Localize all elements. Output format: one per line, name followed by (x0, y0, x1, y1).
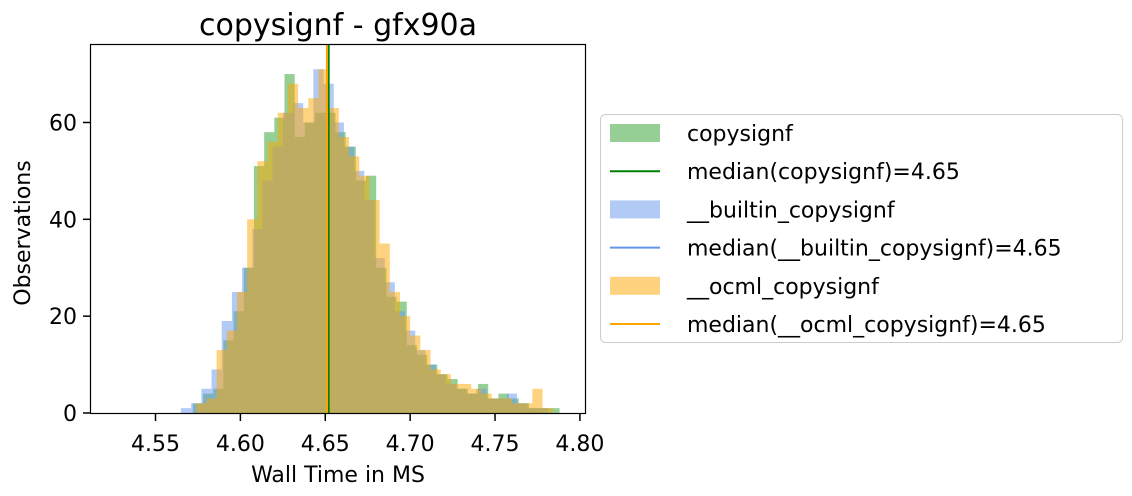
plot-frame (89, 43, 587, 415)
histogram-bar (211, 369, 222, 413)
y-tick-label: 0 (63, 402, 77, 427)
histogram-bar (522, 403, 533, 413)
legend-swatch (610, 276, 660, 295)
x-tick-label: 4.80 (555, 432, 604, 457)
median-lines (325, 45, 330, 413)
legend-swatch (610, 124, 660, 142)
histogram-bar (501, 398, 513, 413)
histogram-bar (532, 388, 543, 413)
legend-item-median-builtin-copysignf-4-65: median(__builtin_copysignf)=4.65 (610, 237, 1062, 262)
legend-item-copysignf: copysignf (610, 122, 794, 147)
histogram-bar (226, 330, 237, 413)
histogram-bar (308, 98, 319, 414)
histogram-bar (440, 374, 451, 413)
legend-label: median(__ocml_copysignf)=4.65 (687, 313, 1046, 338)
histogram-bar (247, 219, 258, 413)
histogram-bar (287, 83, 299, 413)
legend-label: __ocml_copysignf (686, 275, 880, 300)
x-tick-label: 4.60 (216, 432, 265, 457)
y-tick-label: 20 (49, 305, 77, 330)
histogram-bar (216, 350, 227, 413)
x-axis-label: Wall Time in MS (251, 463, 425, 488)
histogram-bar (410, 335, 421, 413)
y-tick-label: 40 (49, 208, 77, 233)
histogram-bar (512, 403, 523, 413)
histogram-bar (180, 408, 192, 413)
legend-label: copysignf (687, 122, 794, 147)
legend: copysignf median(copysignf)=4.65 __builtin… (600, 114, 1123, 343)
histogram-bar (338, 137, 350, 413)
histogram-bar (450, 383, 462, 413)
histogram-bar (267, 141, 278, 413)
histogram-bar (491, 398, 502, 413)
legend-item-median-ocml-copysignf-4-65: median(__ocml_copysignf)=4.65 (610, 313, 1046, 338)
histogram-bars (180, 69, 560, 414)
chart-title: copysignf - gfx90a (199, 8, 477, 43)
x-tick-label: 4.55 (131, 432, 180, 457)
y-axis-label: Observations (11, 160, 36, 305)
y-axis: 0 20 40 60 (49, 111, 91, 427)
histogram-bar (420, 350, 431, 413)
legend-item-ocml-copysignf: __ocml_copysignf (610, 275, 880, 300)
legend-label: median(copysignf)=4.65 (687, 160, 960, 185)
histogram-bar (369, 199, 380, 413)
histogram-bar (328, 107, 339, 414)
legend-swatch (610, 200, 660, 219)
histogram-bar (389, 291, 400, 413)
histogram-bar (430, 369, 441, 413)
series-ocml-copysignf (196, 69, 553, 414)
histogram-bar (298, 107, 309, 414)
histogram-bar (257, 161, 268, 413)
y-tick-label: 60 (49, 111, 77, 136)
histogram-bar (379, 243, 390, 413)
x-tick-label: 4.65 (301, 432, 350, 457)
legend-box (600, 114, 1123, 343)
histogram-bar (461, 383, 472, 413)
x-tick-label: 4.70 (386, 432, 435, 457)
x-axis: 4.55 4.60 4.65 4.70 4.75 4.80 (131, 413, 604, 457)
histogram-bar (318, 69, 329, 414)
histogram-bar (471, 388, 482, 413)
legend-label: median(__builtin_copysignf)=4.65 (687, 237, 1062, 262)
histogram-bar (349, 156, 360, 414)
legend-item-median-copysignf-4-65: median(copysignf)=4.65 (610, 160, 960, 185)
histogram-bar (549, 408, 560, 413)
histogram-bar (196, 403, 207, 413)
histogram-bar (542, 408, 553, 413)
histogram-bar (359, 175, 370, 413)
histogram-bar (206, 398, 217, 413)
x-tick-label: 4.75 (471, 432, 520, 457)
legend-item-builtin-copysignf: __builtin_copysignf (610, 198, 896, 223)
histogram-bar (277, 112, 288, 413)
histogram-bar (481, 393, 492, 413)
histogram-bar (236, 291, 248, 413)
legend-label: __builtin_copysignf (686, 198, 896, 223)
histogram-bar (399, 316, 411, 413)
